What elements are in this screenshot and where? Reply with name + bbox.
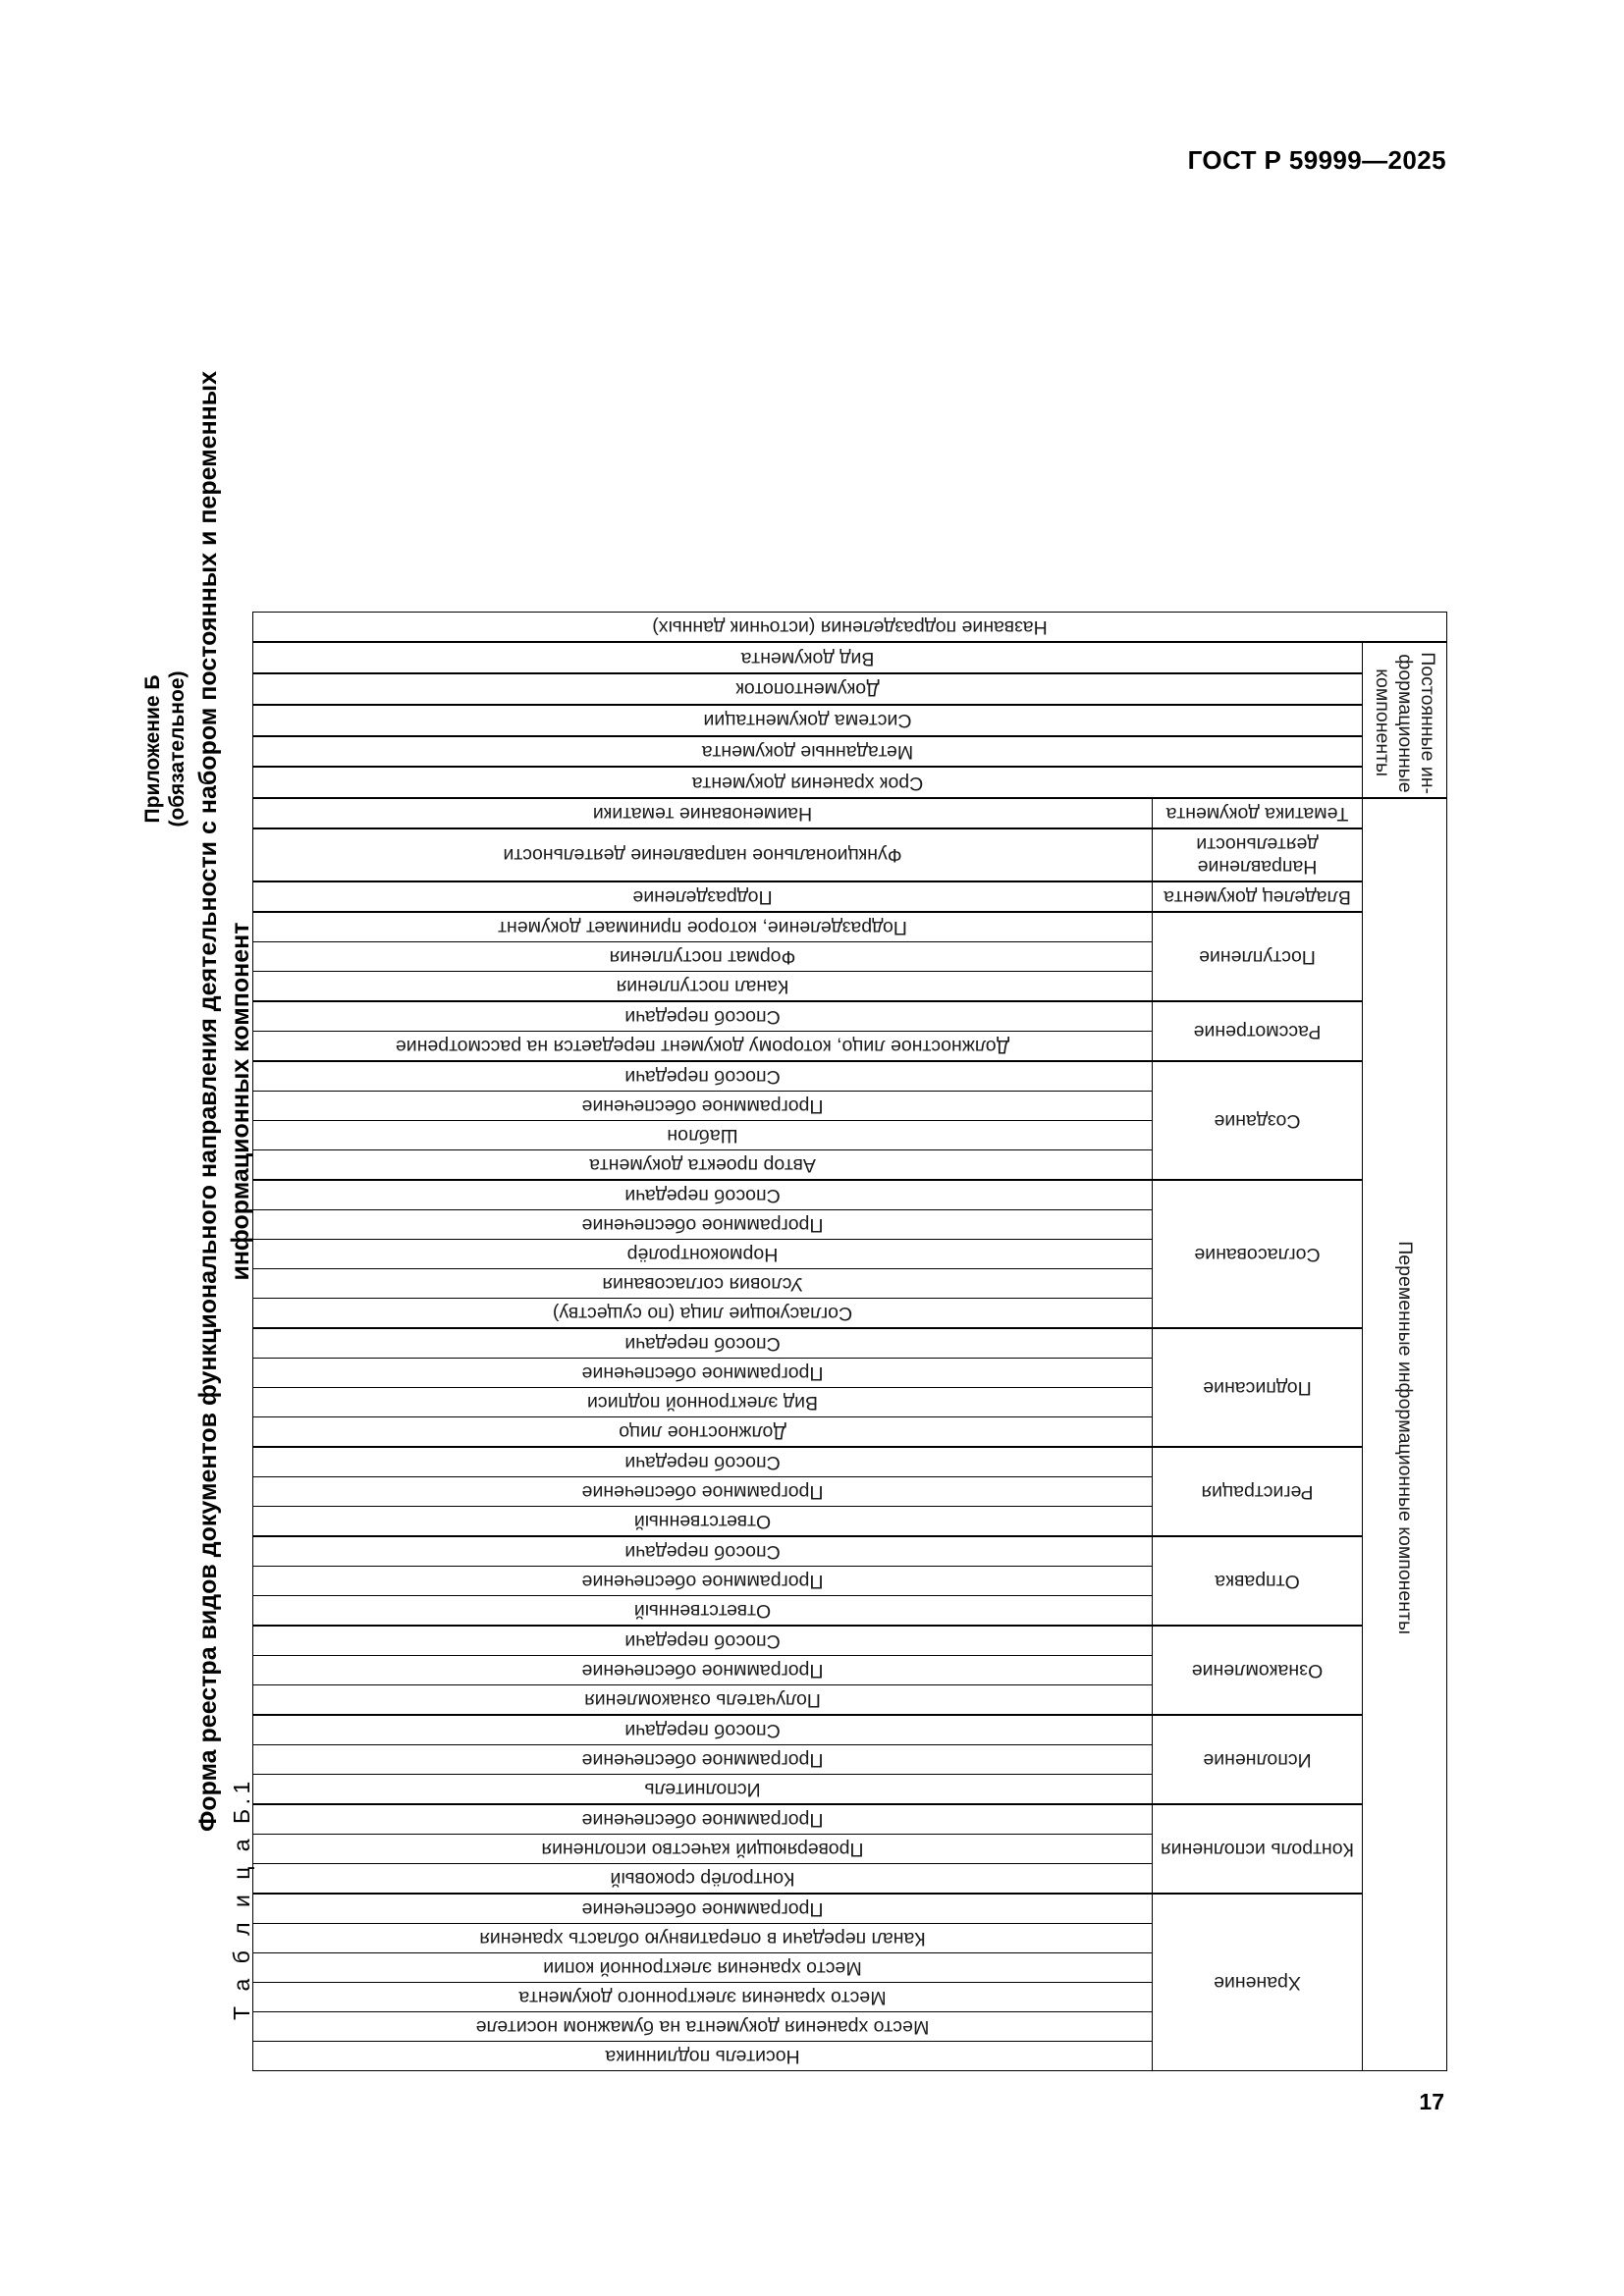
process-name-cell: Рассмотрение (1152, 1001, 1363, 1061)
group-cell-constant: Постоянные ин- формационные компоненты (1362, 642, 1447, 798)
process-name-cell: Создание (1152, 1061, 1363, 1180)
component-cell: Проверяющий качество исполнения (252, 1834, 1153, 1864)
table-row: Создание Автор проекта документа (252, 1061, 1447, 1180)
component-cell: Программное обеспечение (252, 1744, 1153, 1775)
appendix-title: Приложение Б (141, 674, 164, 824)
process-name-cell: Ознакомление (1152, 1626, 1363, 1715)
group-label-variable: Переменные информационные компоненты (1394, 1241, 1416, 1634)
registry-table-wrapper: Переменные информационные компоненты Хран… (252, 153, 1447, 2071)
table-row: Согласование Согласующие лица (по существ… (252, 1180, 1447, 1328)
component-cell: Исполнитель (252, 1774, 1153, 1804)
process-name-cell: Владелец документа (1152, 881, 1363, 912)
component-cell: Способ передачи (252, 1715, 1153, 1745)
component-cell: Контролёр сроковый (252, 1863, 1153, 1894)
component-cell: Должностное лицо (252, 1416, 1153, 1447)
table-row: Регистрация Ответственный (252, 1447, 1447, 1536)
component-cell: Способ передачи (252, 1626, 1153, 1656)
process-name-cell: Регистрация (1152, 1447, 1363, 1536)
component-cell: Носитель подлинника (252, 2041, 1153, 2071)
component-cell: Программное обеспечение (252, 1358, 1153, 1388)
component-cell: Способ передачи (252, 1536, 1153, 1567)
component-cell: Программное обеспечение (252, 1209, 1153, 1240)
component-cell: Функциональное направление деятельности (252, 828, 1153, 881)
component-cell: Способ передачи (252, 1447, 1153, 1477)
component-cell: Ответственный (252, 1595, 1153, 1626)
component-cell: Программное обеспечение (252, 1894, 1153, 1924)
table-row: Направление деятельности Функциональное н… (252, 828, 1447, 881)
table-row: Ознакомление Получатель ознакомления (252, 1626, 1447, 1715)
component-cell: Способ передачи (252, 1180, 1153, 1210)
component-cell: Документопоток (252, 673, 1363, 705)
component-cell: Канал поступления (252, 971, 1153, 1001)
component-cell: Место хранения документа на бумажном нос… (252, 2011, 1153, 2042)
table-caption: Т а б л и ц а Б.1 (229, 1777, 254, 2020)
table-row: Название подразделения (источник данных) (252, 612, 1447, 643)
component-cell: Программное обеспечение (252, 1091, 1153, 1121)
component-cell: Срок хранения документа (252, 767, 1363, 798)
table-row: Постоянные ин- формационные компоненты Ср… (252, 642, 1447, 798)
table-row: Отправка Ответственный (252, 1536, 1447, 1626)
process-name-cell: Контроль исполнения (1152, 1804, 1363, 1894)
component-cell: Вид электронной подписи (252, 1387, 1153, 1417)
table-row: Метаданные документа (252, 735, 1447, 768)
component-cell: Место хранения электронного документа (252, 1982, 1153, 2012)
table-row: Система документации (252, 704, 1447, 736)
process-name-cell: Подписание (1152, 1328, 1363, 1447)
form-title: Форма реестра видов документов функциона… (192, 179, 257, 2024)
process-name-cell: Тематика документа (1152, 798, 1363, 828)
component-cell: Способ передачи (252, 1061, 1153, 1092)
component-cell: Место хранения электронной копии (252, 1952, 1153, 1983)
component-cell: Нормоконтролёр (252, 1239, 1153, 1269)
component-cell: Метаданные документа (252, 735, 1363, 768)
process-name-cell: Согласование (1152, 1180, 1363, 1328)
component-cell: Программное обеспечение (252, 1476, 1153, 1507)
component-cell: Шаблон (252, 1120, 1153, 1150)
table-row: Исполнение Исполнитель (252, 1715, 1447, 1804)
component-cell: Условия согласования (252, 1268, 1153, 1299)
table-row: Тематика документа Наименование тематики (252, 798, 1447, 828)
appendix-label: Приложение Б (обязательное) (140, 175, 189, 1323)
component-cell: Способ передачи (252, 1001, 1153, 1032)
process-name-cell: Направление деятельности (1152, 828, 1363, 881)
table-row: Подписание Должностное лицо (252, 1328, 1447, 1447)
component-cell: Подразделение, которое принимает докумен… (252, 912, 1153, 942)
table-row: Владелец документа Подразделение (252, 881, 1447, 912)
appendix-subtitle: (обязательное) (166, 670, 189, 828)
component-cell: Должностное лицо, которому документ пере… (252, 1031, 1153, 1061)
table-row: Поступление Канал поступления (252, 912, 1447, 1001)
component-cell: Программное обеспечение (252, 1655, 1153, 1685)
component-cell: Согласующие лица (по существу) (252, 1298, 1153, 1328)
source-department-cell: Название подразделения (источник данных) (252, 612, 1447, 643)
table-row: Рассмотрение Должностное лицо, которому д… (252, 1001, 1447, 1061)
component-cell: Наименование тематики (252, 798, 1153, 828)
form-title-line-1: Форма реестра видов документов функциона… (194, 370, 222, 1833)
component-cell: Ответственный (252, 1506, 1153, 1536)
standard-number-header: ГОСТ Р 59999—2025 (1187, 145, 1446, 175)
process-name-cell: Отправка (1152, 1536, 1363, 1626)
table-row: Вид документа (252, 642, 1447, 674)
component-cell: Программное обеспечение (252, 1566, 1153, 1596)
component-cell: Способ передачи (252, 1328, 1153, 1359)
group-label-constant: Постоянные ин- формационные компоненты (1372, 652, 1438, 794)
registry-table: Переменные информационные компоненты Хран… (252, 612, 1447, 2071)
process-name-cell: Хранение (1152, 1894, 1363, 2071)
table-row: Переменные информационные компоненты Хран… (252, 798, 1447, 2071)
component-cell: Система документации (252, 704, 1363, 736)
component-cell: Вид документа (252, 642, 1363, 674)
component-cell: Программное обеспечение (252, 1804, 1153, 1835)
component-cell: Подразделение (252, 881, 1153, 912)
process-name-cell: Поступление (1152, 912, 1363, 1001)
table-row: Контроль исполнения Контролёр сроковый (252, 1804, 1447, 1894)
component-cell: Канал передачи в оперативную область хра… (252, 1923, 1153, 1953)
group-cell-variable: Переменные информационные компоненты (1362, 798, 1447, 2071)
table-row: Документопоток (252, 673, 1447, 705)
component-cell: Получатель ознакомления (252, 1684, 1153, 1715)
component-cell: Автор проекта документа (252, 1149, 1153, 1180)
component-cell: Формат поступления (252, 941, 1153, 972)
process-name-cell: Исполнение (1152, 1715, 1363, 1804)
page-number: 17 (1419, 2089, 1444, 2114)
